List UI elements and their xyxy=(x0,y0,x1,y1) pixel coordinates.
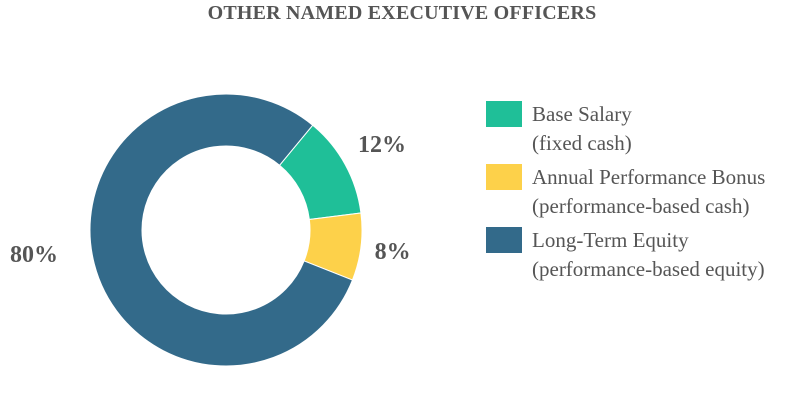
legend-item-base-salary: Base Salary (fixed cash) xyxy=(486,100,801,158)
legend-label-annual-bonus: Annual Performance Bonus xyxy=(532,165,766,189)
pct-label-base-salary: 12% xyxy=(358,132,406,158)
pct-label-long-term-equity: 80% xyxy=(10,242,58,268)
legend-label-long-term-equity: Long-Term Equity xyxy=(532,228,689,252)
slice-labels: 12% 8% 80% xyxy=(10,132,411,268)
legend-swatch-base-salary xyxy=(486,101,522,127)
donut-slices xyxy=(89,93,363,367)
legend-sublabel-base-salary: (fixed cash) xyxy=(532,131,632,155)
donut-slice-long-term-equity xyxy=(89,93,354,367)
legend-item-annual-bonus: Annual Performance Bonus (performance-ba… xyxy=(486,163,801,221)
legend: Base Salary (fixed cash) Annual Performa… xyxy=(486,100,801,289)
pct-label-annual-performance-bonus: 8% xyxy=(375,239,411,265)
legend-sublabel-long-term-equity: (performance-based equity) xyxy=(532,257,765,281)
legend-sublabel-annual-bonus: (performance-based cash) xyxy=(532,194,750,218)
legend-swatch-long-term-equity xyxy=(486,227,522,253)
legend-item-long-term-equity: Long-Term Equity (performance-based equi… xyxy=(486,226,801,284)
legend-swatch-annual-bonus xyxy=(486,164,522,190)
legend-label-base-salary: Base Salary xyxy=(532,102,632,126)
chart-title: OTHER NAMED EXECUTIVE OFFICERS xyxy=(207,2,597,24)
